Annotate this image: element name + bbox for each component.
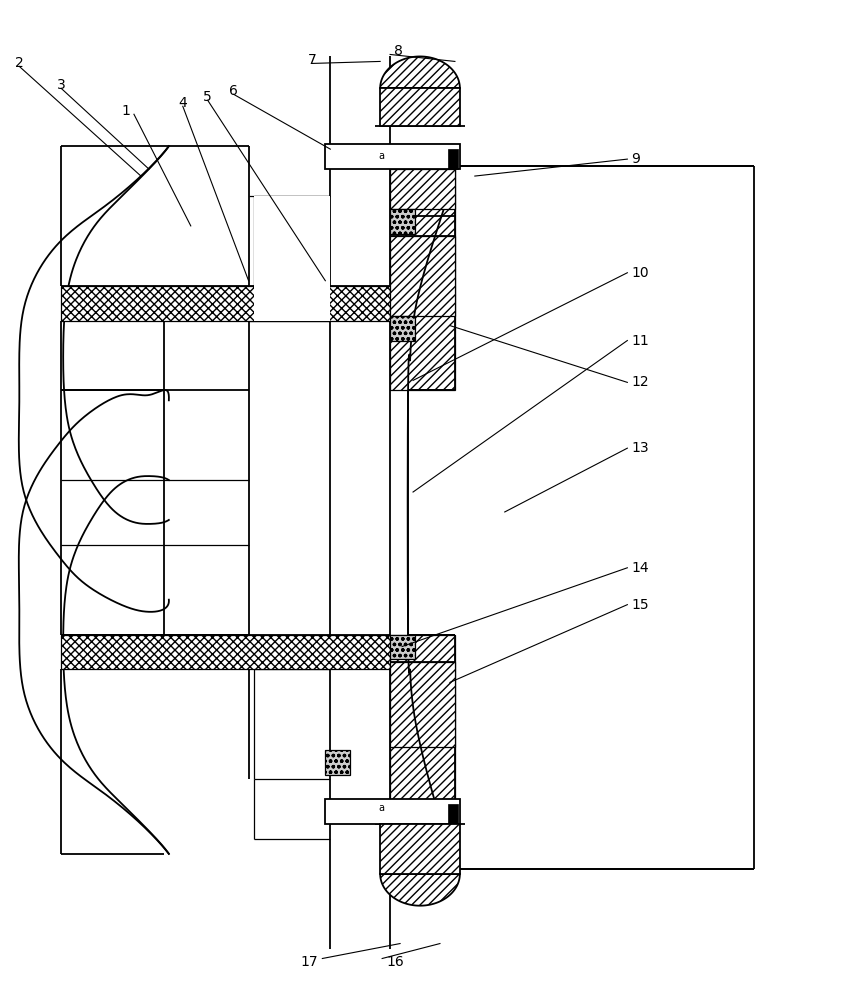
- Text: a: a: [378, 803, 384, 813]
- Bar: [390, 316, 415, 341]
- Text: 4: 4: [178, 96, 187, 110]
- Text: 12: 12: [630, 375, 648, 389]
- Text: 11: 11: [630, 334, 648, 348]
- Bar: [448, 149, 457, 169]
- Text: 15: 15: [630, 598, 648, 612]
- Bar: [325, 750, 350, 775]
- Bar: [390, 635, 455, 856]
- Text: 9: 9: [630, 152, 640, 166]
- Text: 8: 8: [393, 44, 403, 58]
- Text: 5: 5: [203, 90, 212, 104]
- Text: 16: 16: [386, 955, 403, 969]
- Bar: [253, 196, 330, 321]
- Bar: [390, 236, 455, 316]
- Polygon shape: [380, 874, 460, 906]
- Bar: [61, 635, 390, 669]
- Bar: [325, 144, 460, 169]
- Bar: [61, 390, 248, 635]
- Bar: [390, 635, 415, 659]
- Bar: [390, 662, 455, 747]
- Text: a: a: [378, 151, 384, 161]
- Text: 6: 6: [229, 84, 238, 98]
- Polygon shape: [380, 56, 460, 88]
- Text: 3: 3: [57, 78, 66, 92]
- Text: 17: 17: [300, 955, 318, 969]
- Text: 13: 13: [630, 441, 648, 455]
- Text: 10: 10: [630, 266, 648, 280]
- Bar: [325, 799, 460, 824]
- Bar: [330, 56, 390, 949]
- Bar: [380, 824, 460, 874]
- Bar: [390, 144, 455, 390]
- Bar: [61, 286, 390, 321]
- Bar: [380, 88, 460, 126]
- Text: 2: 2: [15, 56, 24, 70]
- Text: 14: 14: [630, 561, 648, 575]
- Text: 7: 7: [308, 53, 316, 67]
- Bar: [390, 209, 415, 234]
- Bar: [390, 169, 455, 209]
- Bar: [448, 804, 457, 824]
- Text: 1: 1: [121, 104, 130, 118]
